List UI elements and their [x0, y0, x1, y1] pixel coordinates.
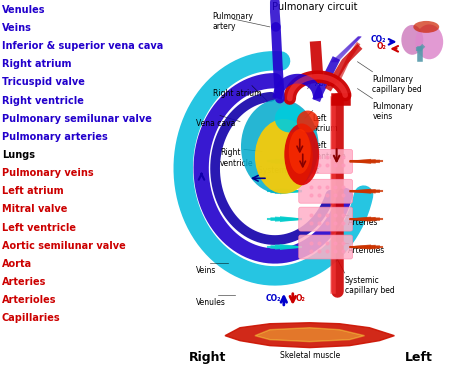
Text: Left: Left: [405, 350, 433, 364]
Ellipse shape: [284, 124, 319, 185]
FancyBboxPatch shape: [299, 179, 353, 203]
Text: Mitral valve: Mitral valve: [2, 204, 67, 214]
Ellipse shape: [241, 99, 319, 194]
Ellipse shape: [255, 119, 313, 194]
Text: Lungs: Lungs: [2, 150, 35, 160]
Text: Arterioles: Arterioles: [2, 295, 56, 305]
Ellipse shape: [289, 129, 311, 174]
Text: Pulmonary
artery: Pulmonary artery: [212, 12, 253, 31]
Text: Aorta: Aorta: [2, 259, 32, 269]
Polygon shape: [225, 323, 394, 348]
Text: Pulmonary
veins: Pulmonary veins: [373, 102, 413, 121]
Text: Systemic
capillary bed: Systemic capillary bed: [345, 276, 394, 295]
Ellipse shape: [275, 105, 305, 132]
Text: Venules: Venules: [196, 298, 226, 307]
Text: Tricuspid valve: Tricuspid valve: [2, 77, 85, 87]
Text: Pulmonary semilunar valve: Pulmonary semilunar valve: [2, 114, 152, 124]
Ellipse shape: [297, 110, 319, 132]
Text: Right
ventricle: Right ventricle: [220, 148, 254, 168]
Text: Inferior & superior vena cava: Inferior & superior vena cava: [2, 41, 163, 51]
Text: Pulmonary veins: Pulmonary veins: [2, 168, 93, 178]
Text: Pulmonary
capillary bed: Pulmonary capillary bed: [373, 75, 422, 94]
Text: CO₂: CO₂: [371, 35, 386, 44]
Text: Pulmonary circuit: Pulmonary circuit: [272, 2, 357, 12]
Text: Right ventricle: Right ventricle: [2, 96, 84, 106]
Text: Aorta: Aorta: [315, 79, 336, 88]
Text: Veins: Veins: [196, 266, 217, 275]
Ellipse shape: [415, 24, 443, 59]
Text: Right atrium: Right atrium: [213, 89, 262, 98]
Ellipse shape: [413, 21, 439, 33]
Text: Capillaries: Capillaries: [2, 313, 61, 323]
Text: Aortic semilunar valve: Aortic semilunar valve: [2, 241, 126, 251]
Text: Arteries: Arteries: [2, 277, 46, 287]
FancyBboxPatch shape: [299, 235, 353, 259]
Ellipse shape: [401, 25, 423, 55]
Text: Arteries: Arteries: [347, 218, 378, 227]
Text: Right: Right: [189, 350, 226, 364]
Text: O₂: O₂: [376, 42, 386, 51]
Text: Venules: Venules: [2, 5, 46, 15]
Text: Right atrium: Right atrium: [2, 59, 72, 69]
Text: CO₂: CO₂: [265, 294, 281, 303]
FancyBboxPatch shape: [299, 149, 353, 173]
Text: O₂: O₂: [296, 294, 306, 303]
Text: Systemic circuit: Systemic circuit: [258, 166, 319, 175]
Text: Vena cava: Vena cava: [196, 119, 236, 127]
Text: Arterioles: Arterioles: [347, 246, 385, 255]
Text: Left ventricle: Left ventricle: [2, 222, 76, 233]
Text: Pulmonary arteries: Pulmonary arteries: [2, 132, 108, 142]
Text: Veins: Veins: [2, 23, 32, 33]
Text: Left
ventricle: Left ventricle: [313, 141, 346, 161]
Text: Left atrium: Left atrium: [2, 186, 64, 196]
FancyBboxPatch shape: [299, 207, 353, 231]
Text: Left
atrium: Left atrium: [313, 113, 338, 133]
Polygon shape: [255, 328, 365, 342]
Text: Skeletal muscle: Skeletal muscle: [280, 350, 340, 360]
